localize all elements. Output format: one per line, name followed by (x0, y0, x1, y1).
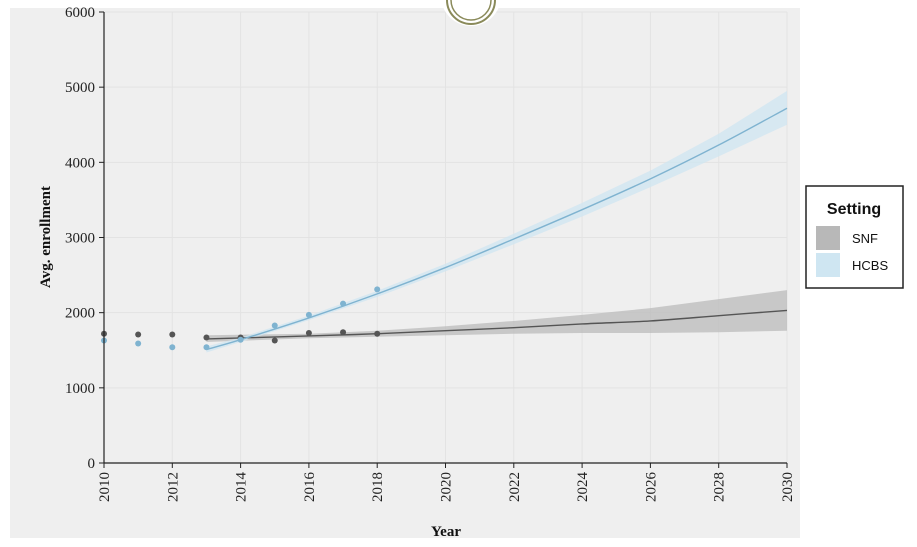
data-point-snf (169, 331, 176, 338)
x-tick-label: 2030 (780, 472, 796, 502)
legend-title: Setting (827, 201, 881, 218)
plot-panel (10, 8, 800, 538)
confidence-bands (206, 90, 787, 353)
data-point-hcbs (340, 300, 347, 307)
logo-icon (441, 0, 501, 26)
y-tick-label: 5000 (65, 80, 95, 96)
data-point-hcbs (169, 344, 176, 351)
y-tick-label: 2000 (65, 306, 95, 322)
data-point-snf (135, 331, 142, 338)
data-points (101, 286, 381, 351)
data-point-hcbs (237, 336, 244, 343)
y-tick-label: 4000 (65, 155, 95, 171)
x-tick-label: 2022 (507, 472, 523, 502)
x-tick-label: 2026 (643, 472, 659, 503)
data-point-snf (374, 330, 381, 337)
trend-line-hcbs (206, 107, 788, 351)
legend-label-hcbs: HCBS (852, 258, 888, 273)
data-point-hcbs (305, 311, 312, 318)
x-tick-label: 2016 (302, 472, 318, 503)
confidence-band-snf (206, 290, 787, 342)
data-point-snf (271, 337, 278, 344)
x-tick-label: 2020 (439, 472, 455, 502)
x-axis-title: Year (431, 524, 461, 540)
data-point-hcbs (374, 286, 381, 293)
data-point-snf (305, 329, 312, 336)
x-tick-label: 2028 (712, 472, 728, 502)
y-axis-title: Avg. enrollment (38, 186, 54, 288)
y-tick-label: 1000 (65, 381, 95, 397)
tick-labels: 0 1000 2000 3000 4000 5000 6000 2010 2012 2014 201… (65, 5, 796, 502)
data-point-snf (340, 329, 347, 336)
legend-swatch-hcbs (816, 253, 840, 277)
y-tick-label: 6000 (65, 5, 95, 21)
y-tick-label: 0 (88, 456, 96, 472)
x-tick-label: 2024 (575, 472, 591, 503)
x-tick-label: 2014 (234, 472, 250, 503)
data-point-hcbs (135, 340, 142, 347)
legend: Setting SNF HCBS (805, 185, 904, 289)
legend-swatch-snf (816, 226, 840, 250)
data-point-snf (203, 334, 210, 341)
data-point-hcbs (271, 322, 278, 329)
x-tick-label: 2010 (97, 472, 113, 502)
trend-lines (206, 107, 788, 351)
x-tick-label: 2012 (165, 472, 181, 502)
trend-line-snf (206, 309, 788, 340)
legend-label-snf: SNF (852, 231, 878, 246)
x-tick-label: 2018 (370, 472, 386, 502)
data-point-hcbs (203, 344, 210, 351)
y-tick-label: 3000 (65, 231, 95, 247)
